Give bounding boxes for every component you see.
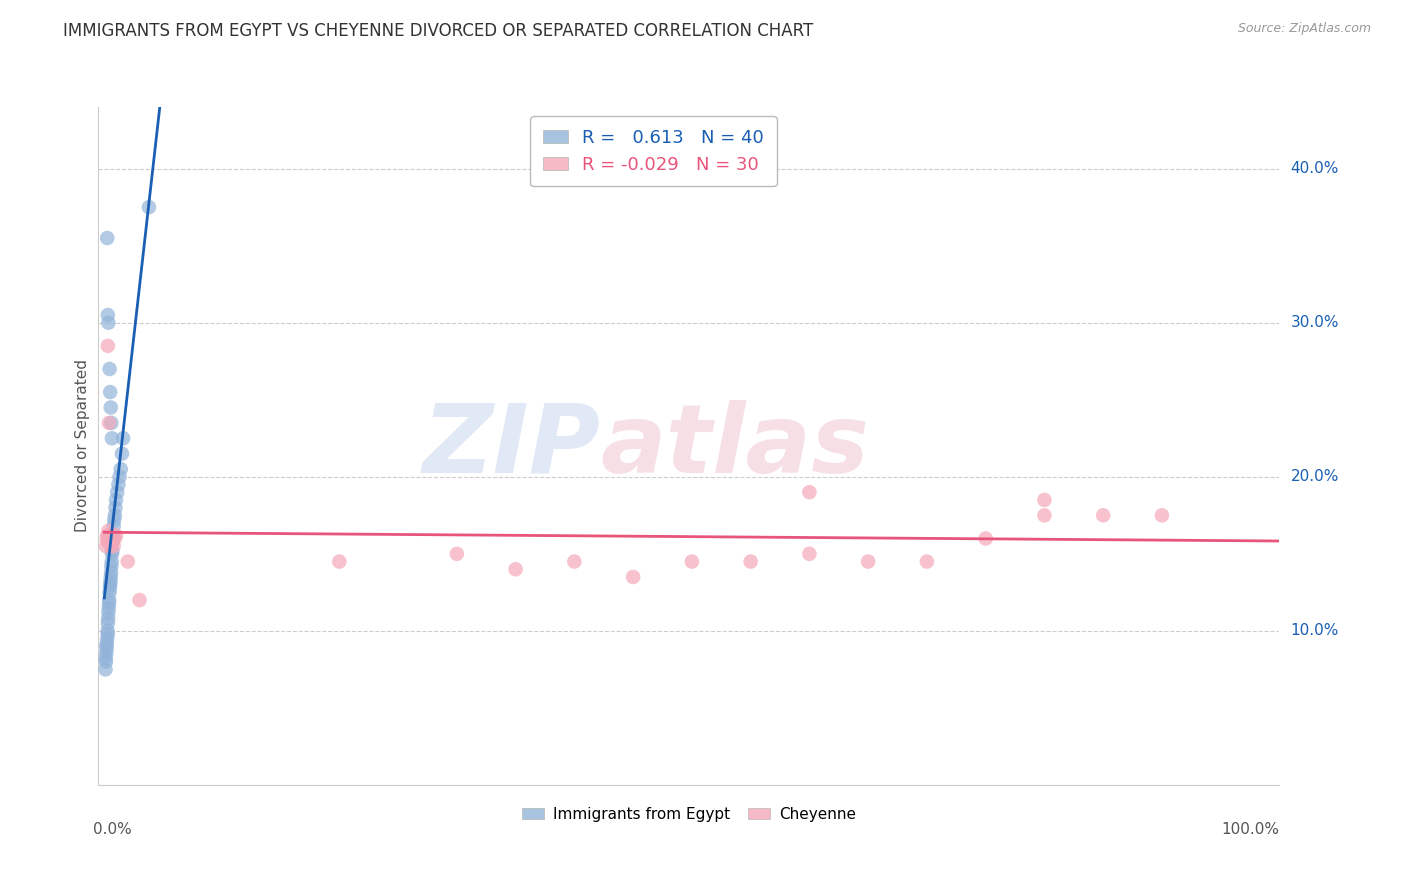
Point [138, 200, 160, 214]
Point [94, 539, 117, 553]
Point [100, 416, 122, 430]
Point [96, 532, 118, 546]
Point [96, 632, 118, 646]
Point [101, 431, 124, 445]
Text: 100.0%: 100.0% [1222, 822, 1279, 838]
Point [100, 539, 122, 553]
Point [328, 555, 350, 569]
Point [104, 508, 127, 523]
Point [103, 539, 125, 553]
Point [97, 524, 120, 538]
Text: 20.0%: 20.0% [1291, 469, 1339, 484]
Point [96, 636, 118, 650]
Point [97, 534, 120, 549]
Point [564, 555, 586, 569]
Point [97, 339, 120, 353]
Point [96, 528, 118, 542]
Point [97, 627, 120, 641]
Point [97, 611, 120, 625]
Point [98, 596, 121, 610]
Point [101, 547, 124, 561]
Point [98, 362, 121, 376]
Point [97, 606, 120, 620]
Point [856, 555, 879, 569]
Point [98, 532, 121, 546]
Text: 40.0%: 40.0% [1291, 161, 1339, 176]
Point [112, 431, 135, 445]
Y-axis label: Divorced or Separated: Divorced or Separated [75, 359, 90, 533]
Legend: Immigrants from Egypt, Cheyenne: Immigrants from Egypt, Cheyenne [516, 801, 862, 828]
Point [96, 642, 118, 657]
Point [98, 585, 121, 599]
Point [94, 655, 117, 669]
Text: Source: ZipAtlas.com: Source: ZipAtlas.com [1237, 22, 1371, 36]
Point [98, 577, 121, 591]
Point [1033, 508, 1056, 523]
Point [100, 555, 122, 569]
Point [100, 401, 122, 415]
Point [100, 574, 122, 589]
Point [97, 308, 120, 322]
Point [98, 534, 121, 549]
Point [117, 555, 139, 569]
Point [740, 555, 762, 569]
Point [128, 593, 150, 607]
Point [97, 600, 120, 615]
Point [94, 662, 117, 676]
Point [98, 528, 121, 542]
Text: 0.0%: 0.0% [93, 822, 131, 838]
Point [100, 566, 122, 580]
Point [97, 616, 120, 631]
Point [101, 534, 124, 549]
Point [1092, 508, 1115, 523]
Point [96, 231, 118, 245]
Point [101, 528, 124, 542]
Point [96, 647, 118, 661]
Point [94, 651, 117, 665]
Point [105, 492, 128, 507]
Text: 30.0%: 30.0% [1291, 315, 1339, 330]
Point [107, 477, 129, 491]
Point [1150, 508, 1173, 523]
Text: atlas: atlas [600, 400, 869, 492]
Point [111, 447, 134, 461]
Point [101, 543, 124, 558]
Point [1033, 492, 1056, 507]
Point [105, 528, 128, 542]
Point [681, 555, 703, 569]
Point [104, 532, 127, 546]
Point [110, 462, 132, 476]
Point [799, 547, 821, 561]
Point [101, 534, 124, 549]
Point [97, 624, 120, 638]
Point [98, 416, 121, 430]
Point [98, 593, 121, 607]
Point [100, 570, 122, 584]
Text: 10.0%: 10.0% [1291, 624, 1339, 639]
Point [621, 570, 644, 584]
Point [103, 519, 125, 533]
Point [974, 532, 997, 546]
Text: IMMIGRANTS FROM EGYPT VS CHEYENNE DIVORCED OR SEPARATED CORRELATION CHART: IMMIGRANTS FROM EGYPT VS CHEYENNE DIVORC… [63, 22, 814, 40]
Point [799, 485, 821, 500]
Point [446, 547, 468, 561]
Text: ZIP: ZIP [422, 400, 600, 492]
Point [98, 385, 121, 400]
Point [97, 316, 120, 330]
Point [505, 562, 527, 576]
Point [100, 559, 122, 574]
Point [96, 640, 118, 654]
Point [104, 500, 127, 515]
Point [98, 581, 121, 595]
Point [105, 485, 128, 500]
Point [100, 528, 122, 542]
Point [915, 555, 938, 569]
Point [103, 513, 125, 527]
Point [108, 470, 131, 484]
